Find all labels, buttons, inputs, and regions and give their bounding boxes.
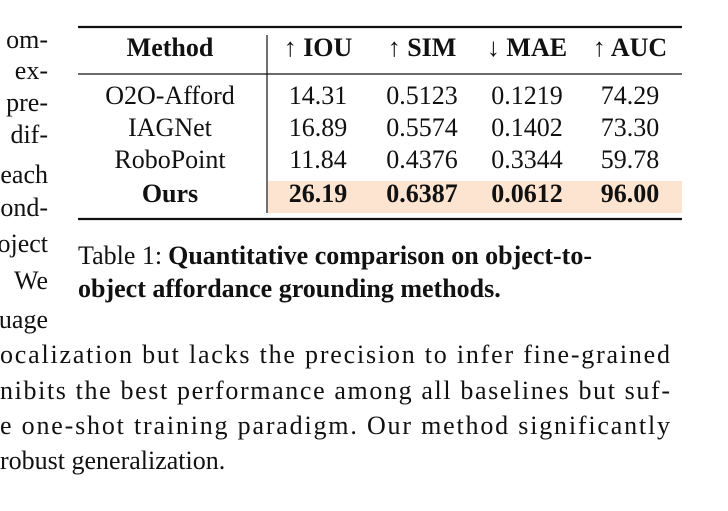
header-cell: ↑ SIM bbox=[388, 33, 457, 62]
header-cell: ↑ AUC bbox=[593, 33, 667, 62]
table-cell: 73.30 bbox=[601, 113, 660, 142]
table-cell: 59.78 bbox=[601, 145, 660, 174]
table-cell: 0.5574 bbox=[386, 113, 458, 142]
paragraph-line: e one-shot training paradigm. Our method… bbox=[0, 411, 670, 440]
table-cell: RoboPoint bbox=[114, 145, 226, 174]
column-fragment: uage bbox=[0, 305, 48, 334]
caption-text: Quantitative comparison on object-to- bbox=[168, 241, 592, 270]
table-cell: 0.6387 bbox=[386, 179, 458, 208]
column-fragment: om- bbox=[6, 25, 48, 54]
table-cell: 16.89 bbox=[289, 113, 348, 142]
caption-text: object affordance grounding methods. bbox=[78, 274, 501, 303]
header-cell: Method bbox=[127, 33, 214, 62]
header-cell: ↑ IOU bbox=[284, 33, 353, 62]
table-cell: 0.1402 bbox=[491, 113, 563, 142]
paragraph-line: nibits the best performance among all ba… bbox=[0, 376, 670, 405]
paragraph-line: ocalization but lacks the precision to i… bbox=[0, 340, 670, 369]
content: Table 1: Quantitative comparison on objec… bbox=[0, 25, 670, 475]
table-cell: O2O-Afford bbox=[105, 81, 235, 110]
table-cell: 96.00 bbox=[601, 179, 660, 208]
column-fragment: ex- bbox=[15, 56, 48, 85]
column-fragment: dif- bbox=[10, 120, 48, 149]
table-cell: 0.0612 bbox=[491, 179, 563, 208]
caption-line: Table 1: Quantitative comparison on objec… bbox=[78, 241, 592, 270]
table-cell: 26.19 bbox=[289, 179, 348, 208]
column-fragment: ond- bbox=[0, 193, 48, 222]
table-cell: 11.84 bbox=[289, 145, 347, 174]
column-fragment: each bbox=[0, 160, 48, 189]
caption-label: Table 1: bbox=[78, 241, 162, 270]
table-cell: 74.29 bbox=[601, 81, 660, 110]
paragraph-line: robust generalization. bbox=[0, 446, 225, 475]
table-cell: 0.5123 bbox=[386, 81, 458, 110]
highlight-row bbox=[268, 181, 682, 213]
table-cell: 14.31 bbox=[289, 81, 348, 110]
table-cell: 0.1219 bbox=[491, 81, 563, 110]
header-cell: ↓ MAE bbox=[487, 33, 567, 62]
table-cell: IAGNet bbox=[128, 113, 213, 142]
column-fragment: We bbox=[14, 266, 48, 295]
table-cell: 0.4376 bbox=[386, 145, 458, 174]
table-cell: 0.3344 bbox=[491, 145, 563, 174]
column-fragment: oject bbox=[0, 229, 49, 258]
table-cell: Ours bbox=[142, 179, 198, 208]
column-fragment: pre- bbox=[6, 88, 48, 117]
